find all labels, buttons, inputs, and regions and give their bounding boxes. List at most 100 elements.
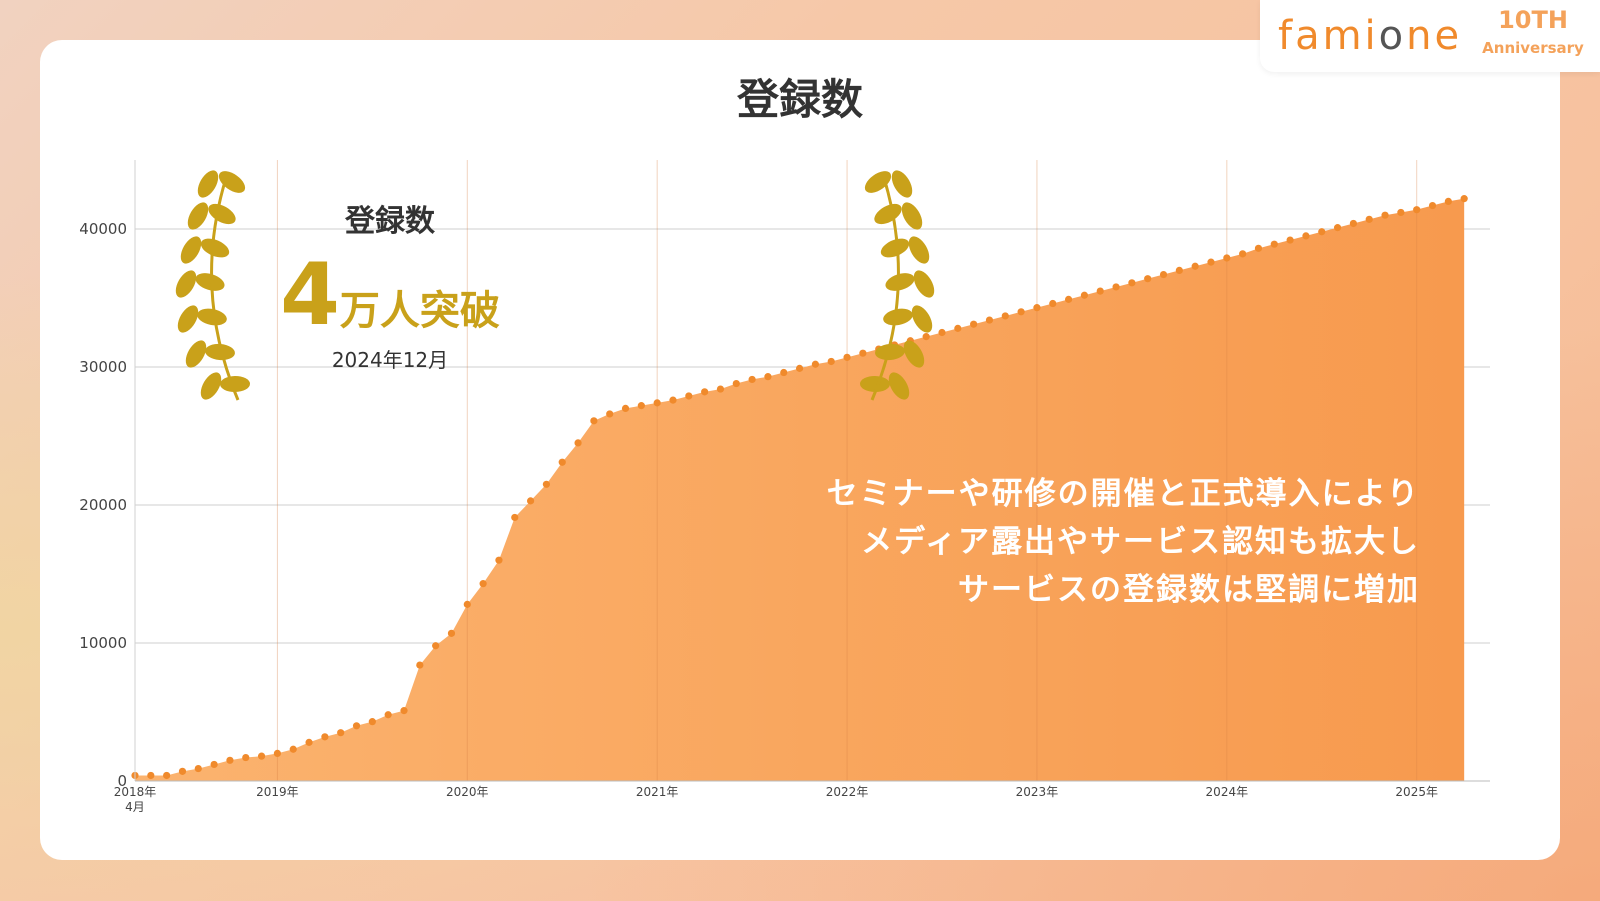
data-point	[685, 392, 693, 400]
data-point	[669, 396, 677, 404]
data-point	[1080, 291, 1089, 299]
data-point	[1302, 232, 1310, 240]
award-date: 2024年12月	[331, 348, 449, 372]
data-point	[257, 752, 266, 760]
data-point	[526, 497, 535, 505]
laurel-leaf	[218, 171, 246, 193]
data-point	[1001, 312, 1009, 320]
data-point	[1381, 211, 1389, 219]
data-point	[922, 333, 930, 341]
data-point	[1191, 262, 1199, 270]
brand-logo-o: o	[1378, 13, 1407, 59]
laurel-leaf	[200, 372, 222, 400]
data-point	[732, 379, 740, 388]
laurel-leaf	[185, 340, 207, 368]
data-point	[637, 402, 645, 410]
data-point	[780, 368, 788, 377]
laurel-stem	[870, 177, 900, 401]
laurel-leaf	[891, 170, 913, 198]
data-point	[1286, 236, 1294, 244]
data-point	[764, 373, 772, 381]
y-tick-label: 10000	[79, 634, 127, 652]
anniversary-word: Anniversary	[1482, 39, 1584, 57]
data-point	[352, 722, 361, 730]
data-point	[447, 629, 456, 637]
data-point	[701, 388, 709, 396]
data-point	[321, 733, 329, 741]
x-tick-label: 2020年	[446, 785, 489, 799]
vertical-grid-lines	[276, 160, 1418, 781]
x-tick-label: 2023年	[1016, 785, 1059, 799]
data-point	[1270, 240, 1278, 248]
laurel-leaf	[901, 202, 923, 230]
data-point	[416, 661, 424, 669]
data-point	[511, 513, 519, 522]
data-point	[1239, 250, 1247, 258]
data-point	[1144, 275, 1152, 283]
data-point	[432, 642, 440, 650]
data-point	[954, 324, 962, 332]
y-tick-label: 30000	[79, 358, 127, 376]
data-point	[843, 353, 851, 361]
data-point	[210, 760, 218, 769]
data-point	[368, 718, 376, 726]
data-point	[985, 316, 994, 324]
data-point	[811, 360, 820, 368]
laurel-leaf	[911, 305, 933, 333]
anniversary-number: 10TH	[1498, 6, 1568, 34]
data-point	[305, 738, 313, 746]
award-label: 登録数	[345, 204, 435, 239]
laurel-leaf	[888, 372, 910, 400]
annotation-line-1: セミナーや研修の開催と正式導入により	[826, 476, 1420, 512]
area-series	[135, 198, 1465, 781]
data-point	[558, 458, 566, 466]
data-point	[1223, 254, 1231, 262]
data-point	[1017, 308, 1025, 316]
laurel-stem	[210, 177, 240, 401]
award-unit: 万人突破	[339, 288, 500, 334]
data-point	[1175, 266, 1183, 274]
data-point	[337, 729, 345, 737]
award-number: 4	[280, 245, 340, 345]
x-tick-label: 2024年	[1206, 785, 1249, 799]
x-tick-label: 2018年	[114, 785, 157, 799]
chart-annotation: セミナーや研修の開催と正式導入により メディア露出やサービス認知も拡大し サービ…	[700, 470, 1420, 614]
laurel-leaf	[197, 170, 219, 198]
laurel-leaf	[175, 270, 197, 298]
data-point	[1096, 287, 1104, 295]
data-point	[716, 385, 725, 393]
data-point	[1349, 219, 1358, 228]
data-point	[1413, 206, 1421, 214]
laurel-leaf	[220, 375, 250, 393]
data-point	[163, 771, 171, 780]
area-fill	[135, 198, 1465, 781]
data-point	[1254, 244, 1263, 252]
data-point	[1207, 258, 1215, 266]
data-point	[1049, 299, 1057, 308]
x-tick-label: 2021年	[636, 785, 679, 799]
data-point	[242, 753, 250, 762]
data-point	[653, 399, 661, 407]
data-point	[1444, 197, 1452, 205]
data-point	[1318, 228, 1326, 236]
x-tick-label: 2022年	[826, 785, 869, 799]
laurel-leaf	[913, 270, 935, 298]
data-point	[384, 711, 392, 719]
data-point	[178, 767, 187, 775]
data-point	[1397, 208, 1405, 217]
brand-logo: famione	[1278, 8, 1462, 64]
laurel-leaf	[874, 203, 902, 225]
x-tick-label: 2025年	[1395, 785, 1438, 799]
laurel-leaf	[880, 238, 910, 258]
award-headline: 4万人突破	[170, 250, 610, 364]
data-point	[1064, 295, 1073, 303]
data-point	[542, 480, 551, 488]
data-point	[938, 328, 946, 337]
data-point	[606, 410, 614, 418]
data-point	[1460, 195, 1468, 203]
data-point	[748, 375, 756, 384]
x-tick-sublabel: 4月	[125, 800, 145, 814]
data-point	[400, 707, 408, 715]
laurel-leaf	[875, 343, 905, 361]
